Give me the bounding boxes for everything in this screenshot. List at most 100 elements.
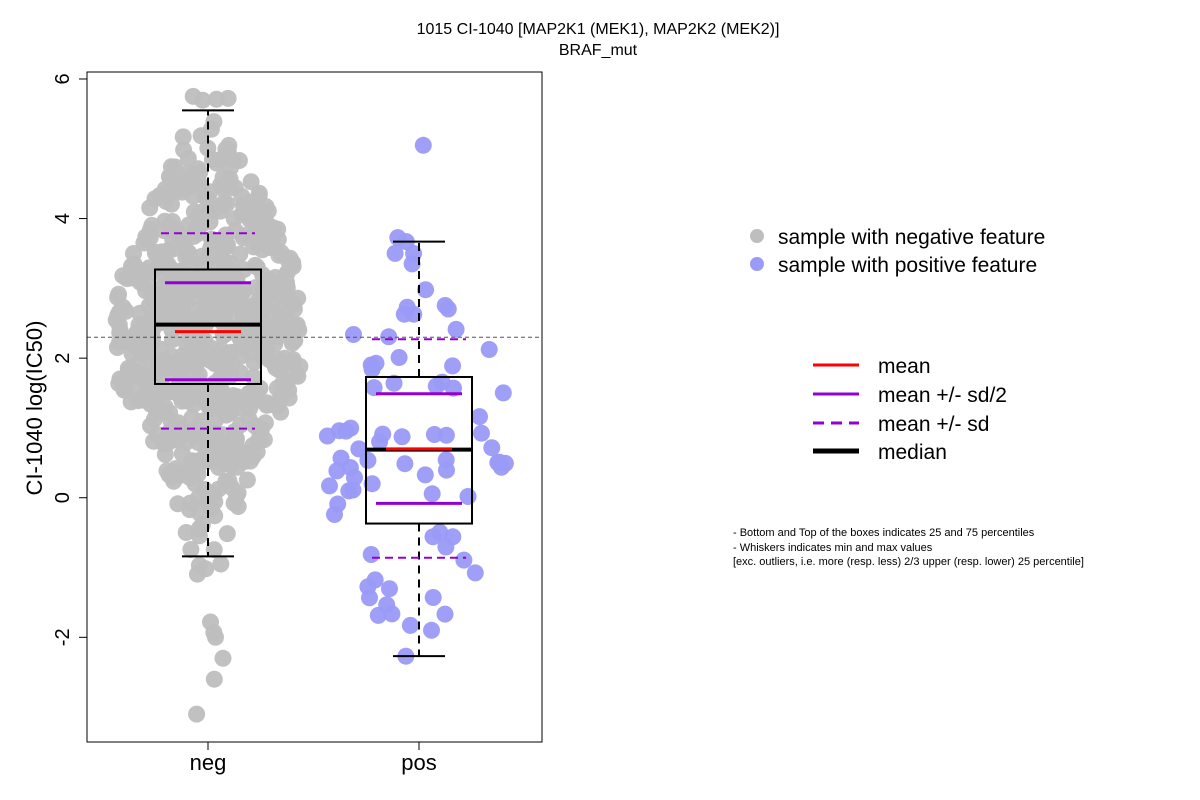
note-whiskers: - Whiskers indicates min and max values	[733, 542, 933, 554]
chart-subtitle: BRAF_mut	[559, 42, 638, 59]
neg-sample-point	[285, 295, 303, 313]
pos-sample-point	[427, 377, 445, 395]
pos-sample-point	[424, 589, 442, 606]
pos-sample-point	[431, 523, 449, 541]
points-legend: sample with negative feature sample with…	[750, 226, 1045, 277]
pos-sample-point	[403, 255, 421, 273]
pos-sample-point	[483, 439, 501, 457]
legend-half-sd-label: mean +/- sd/2	[878, 384, 1007, 407]
pos-sample-point	[389, 229, 407, 247]
neg-sample-point	[284, 351, 302, 368]
legend-pos-marker	[750, 257, 764, 271]
neg-sample-point	[226, 179, 244, 197]
neg-sample-point	[194, 91, 212, 109]
neg-sample-point	[174, 128, 192, 146]
notes: - Bottom and Top of the boxes indicates …	[733, 527, 1084, 568]
neg-sample-point	[205, 541, 223, 559]
neg-sample-point	[187, 346, 205, 363]
neg-sample-point	[248, 258, 266, 276]
pos-sample-point	[350, 440, 368, 458]
pos-sample-point	[414, 136, 432, 154]
neg-sample-point	[164, 240, 181, 258]
legend-sd-label: mean +/- sd	[878, 413, 989, 436]
neg-sample-point	[245, 238, 263, 256]
neg-sample-point	[209, 300, 227, 318]
neg-sample-point	[161, 404, 179, 422]
neg-sample-point	[182, 541, 200, 558]
neg-sample-point	[198, 492, 216, 510]
note-boxes: - Bottom and Top of the boxes indicates …	[733, 527, 1035, 539]
pos-sample-point	[362, 546, 380, 563]
x-tick-label: pos	[401, 750, 436, 775]
neg-sample-point	[285, 317, 303, 335]
neg-sample-point	[123, 330, 141, 348]
neg-sample-point	[245, 368, 263, 386]
neg-sample-point	[165, 382, 183, 399]
neg-sample-point	[242, 173, 260, 191]
pos-sample-point	[385, 374, 403, 392]
legend-mean-label: mean	[878, 355, 931, 378]
neg-sample-point	[188, 452, 206, 470]
neg-sample-point	[192, 203, 210, 221]
neg-sample-point	[141, 221, 159, 239]
pos-sample-point	[346, 469, 363, 487]
neg-sample-point	[115, 379, 133, 397]
legend-pos-label: sample with positive feature	[778, 254, 1037, 277]
pos-sample-point	[367, 354, 385, 372]
neg-sample-point	[161, 168, 179, 186]
neg-sample-point	[110, 285, 128, 303]
axes: -2 0 2 4 6 neg pos	[52, 71, 543, 775]
neg-sample-point	[229, 498, 247, 515]
pos-sample-point	[365, 379, 383, 397]
neg-sample-point	[218, 237, 236, 255]
neg-sample-point	[249, 386, 267, 404]
y-tick-label: 6	[52, 73, 74, 84]
pos-sample-point	[395, 305, 413, 323]
y-tick-label: 0	[52, 492, 74, 503]
pos-sample-point	[492, 458, 510, 476]
neg-sample-point	[247, 279, 265, 297]
neg-sample-point	[278, 373, 296, 391]
pos-sample-point	[330, 422, 348, 440]
neg-sample-point	[259, 202, 277, 220]
neg-sample-point	[146, 243, 164, 261]
neg-sample-point	[227, 222, 244, 240]
pos-sample-point	[393, 428, 411, 446]
neg-sample-point	[197, 560, 215, 578]
pos-sample-point	[459, 488, 477, 505]
neg-sample-point	[235, 337, 253, 355]
pos-sample-point	[439, 300, 457, 318]
neg-sample-point	[142, 417, 159, 435]
neg-sample-point	[190, 520, 208, 538]
pos-sample-point	[444, 528, 462, 546]
neg-sample-point	[235, 453, 253, 471]
neg-sample-point	[216, 257, 234, 275]
pos-sample-point	[423, 485, 441, 503]
neg-sample-point	[190, 262, 208, 280]
neg-sample-point	[190, 330, 208, 348]
pos-sample-point	[417, 281, 435, 299]
pos-sample-point	[366, 571, 384, 589]
neg-sample-point	[163, 195, 180, 213]
neg-sample-point	[108, 339, 126, 356]
plot-area	[87, 87, 542, 723]
pos-sample-point	[329, 495, 347, 513]
neg-sample-point	[134, 388, 152, 406]
neg-sample-point	[268, 316, 286, 334]
neg-sample-point	[280, 252, 298, 270]
plot-frame	[86, 71, 543, 743]
pos-sample-point	[390, 349, 408, 366]
pos-sample-point	[423, 621, 440, 639]
neg-sample-point	[192, 412, 210, 430]
neg-sample-point	[158, 430, 176, 448]
neg-box	[154, 268, 262, 385]
pos-sample-point	[436, 605, 454, 623]
neg-sample-point	[170, 358, 188, 376]
neg-sample-point	[269, 397, 287, 415]
neg-sample-point	[188, 388, 206, 406]
neg-sample-point	[214, 649, 232, 667]
pos-sample-point	[383, 605, 401, 623]
pos-sample-point	[494, 384, 512, 402]
neg-sample-point	[210, 458, 228, 476]
neg-sample-point	[110, 304, 128, 322]
